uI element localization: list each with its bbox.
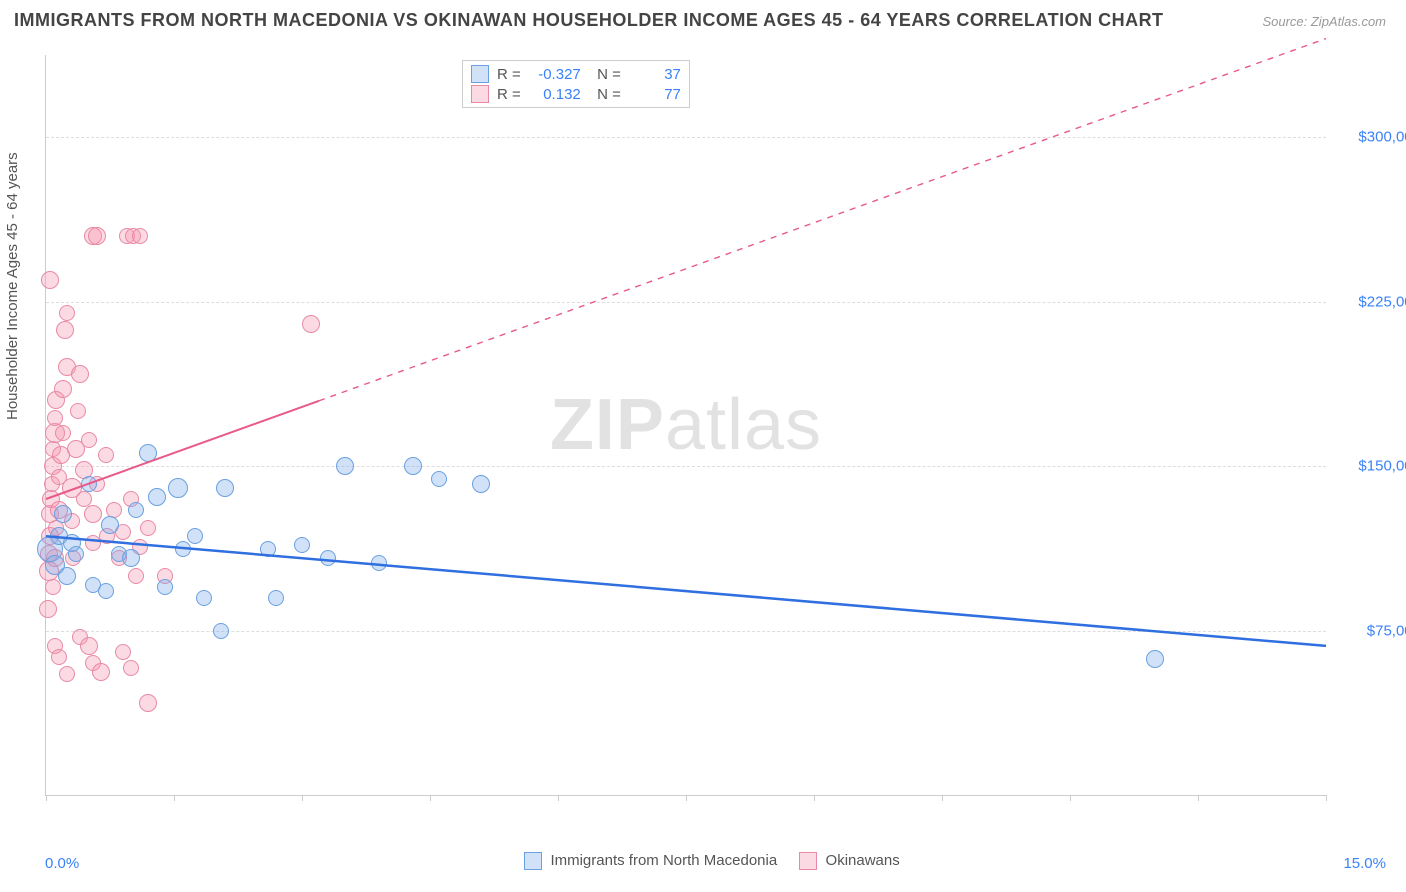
swatch-blue-icon (524, 852, 542, 870)
x-tick (942, 795, 943, 801)
n-label: N = (589, 86, 621, 103)
swatch-pink-icon (471, 85, 489, 103)
x-tick (686, 795, 687, 801)
n-value-blue: 37 (629, 66, 681, 83)
correlation-legend: R = -0.327 N = 37 R = 0.132 N = 77 (462, 60, 690, 108)
trend-lines-layer (46, 55, 1326, 795)
plot-area: ZIPatlas $75,000$150,000$225,000$300,000 (45, 55, 1326, 796)
pink-trendline (46, 401, 319, 499)
series-legend: Immigrants from North Macedonia Okinawan… (0, 852, 1406, 870)
n-value-pink: 77 (629, 86, 681, 103)
legend-row-pink: R = 0.132 N = 77 (471, 84, 681, 104)
x-tick (814, 795, 815, 801)
r-value-blue: -0.327 (529, 66, 581, 83)
swatch-pink-icon (799, 852, 817, 870)
x-tick (558, 795, 559, 801)
r-label: R = (497, 66, 521, 83)
y-tick-label: $300,000 (1336, 129, 1406, 146)
swatch-blue-icon (471, 65, 489, 83)
y-tick-label: $150,000 (1336, 458, 1406, 475)
source-attribution: Source: ZipAtlas.com (1262, 14, 1386, 29)
x-tick (1198, 795, 1199, 801)
y-tick-label: $75,000 (1336, 622, 1406, 639)
x-tick (302, 795, 303, 801)
r-value-pink: 0.132 (529, 86, 581, 103)
y-tick-label: $225,000 (1336, 293, 1406, 310)
chart-title: IMMIGRANTS FROM NORTH MACEDONIA VS OKINA… (14, 10, 1164, 31)
x-tick (46, 795, 47, 801)
blue-trendline (46, 536, 1326, 646)
x-tick (1070, 795, 1071, 801)
x-tick (1326, 795, 1327, 801)
r-label: R = (497, 86, 521, 103)
x-tick (430, 795, 431, 801)
x-tick (174, 795, 175, 801)
legend-label-blue: Immigrants from North Macedonia (550, 852, 777, 869)
legend-label-pink: Okinawans (826, 852, 900, 869)
n-label: N = (589, 66, 621, 83)
legend-row-blue: R = -0.327 N = 37 (471, 64, 681, 84)
y-axis-label: Householder Income Ages 45 - 64 years (4, 152, 21, 420)
